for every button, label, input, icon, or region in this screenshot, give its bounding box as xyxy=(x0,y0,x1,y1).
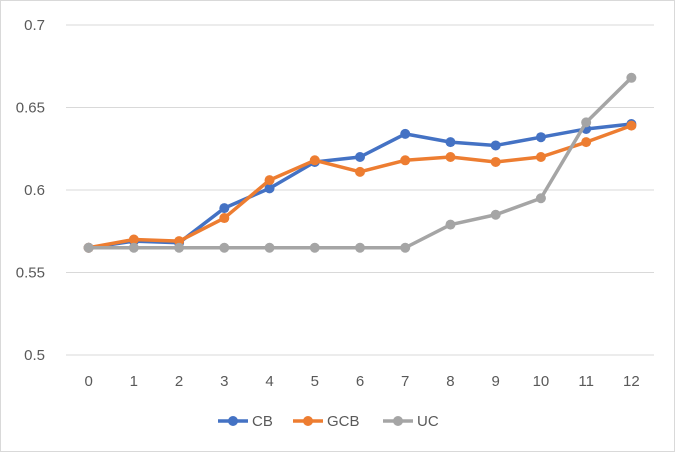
series-line-uc xyxy=(86,76,634,250)
data-point-gcb xyxy=(626,120,637,131)
legend-item-gcb: GCB xyxy=(293,413,360,430)
data-point-gcb xyxy=(309,155,320,166)
series-cb xyxy=(83,119,637,253)
data-point-uc xyxy=(128,242,139,253)
data-point-uc xyxy=(400,242,411,253)
data-point-uc xyxy=(355,242,365,253)
legend-label-uc: UC xyxy=(417,413,439,430)
x-tick-label: 3 xyxy=(220,373,228,390)
data-point-gcb xyxy=(355,166,365,177)
data-point-uc xyxy=(219,242,230,253)
data-point-cb xyxy=(400,128,411,139)
data-point-cb xyxy=(219,203,230,214)
x-tick-label: 4 xyxy=(265,373,273,390)
data-point-gcb xyxy=(128,234,139,245)
y-axis-tick-labels: 0.5 0.55 0.6 0.65 0.7 xyxy=(16,17,45,364)
x-tick-label: 10 xyxy=(533,373,550,390)
data-point-cb xyxy=(355,152,365,162)
legend-label-gcb: GCB xyxy=(327,413,360,430)
x-tick-label: 0 xyxy=(84,373,92,390)
data-point-gcb xyxy=(400,155,411,166)
data-point-cb xyxy=(490,140,501,151)
data-point-gcb xyxy=(264,175,275,186)
series-line-gcb xyxy=(86,123,634,250)
data-point-uc xyxy=(445,219,456,230)
data-point-cb xyxy=(264,183,275,194)
x-tick-label: 6 xyxy=(356,373,364,390)
x-tick-label: 12 xyxy=(623,373,640,390)
legend-swatch-marker-gcb xyxy=(303,416,313,426)
data-point-uc xyxy=(581,117,592,128)
y-tick-label: 0.55 xyxy=(16,265,45,282)
data-point-uc xyxy=(309,242,320,253)
legend-swatch-marker-cb xyxy=(228,416,238,426)
data-point-uc xyxy=(83,242,94,253)
x-tick-label: 7 xyxy=(401,373,409,390)
data-point-uc xyxy=(264,242,275,253)
data-point-uc xyxy=(535,193,546,204)
data-point-uc xyxy=(626,72,637,83)
gridlines xyxy=(66,24,654,356)
data-point-cb xyxy=(535,132,546,143)
x-tick-label: 1 xyxy=(130,373,138,390)
x-tick-label: 9 xyxy=(492,373,500,390)
y-tick-label: 0.65 xyxy=(16,100,45,117)
series-gcb xyxy=(83,120,637,253)
x-tick-label: 5 xyxy=(311,373,319,390)
x-tick-label: 8 xyxy=(446,373,454,390)
x-tick-label: 11 xyxy=(578,373,594,390)
data-point-gcb xyxy=(535,152,546,162)
data-point-cb xyxy=(445,137,456,148)
legend-item-uc: UC xyxy=(383,413,439,430)
y-tick-label: 0.7 xyxy=(24,17,45,34)
data-point-uc xyxy=(174,242,185,253)
legend-swatch-marker-uc xyxy=(393,416,403,426)
y-tick-label: 0.5 xyxy=(24,347,45,364)
y-tick-label: 0.6 xyxy=(24,182,45,199)
legend-label-cb: CB xyxy=(252,413,273,430)
data-point-gcb xyxy=(445,152,456,162)
legend-item-cb: CB xyxy=(218,413,273,430)
data-point-uc xyxy=(490,209,501,220)
x-tick-label: 2 xyxy=(175,373,183,390)
x-axis-tick-labels: 0 1 2 3 4 5 6 7 8 9 10 11 12 xyxy=(84,373,639,390)
data-point-gcb xyxy=(219,213,230,224)
series-uc xyxy=(83,72,637,253)
data-point-gcb xyxy=(490,156,501,167)
series-lines xyxy=(83,72,637,253)
legend: CB GCB UC xyxy=(218,413,439,430)
data-point-gcb xyxy=(581,137,592,148)
